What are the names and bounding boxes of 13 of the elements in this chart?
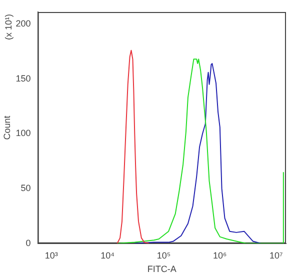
x-axis-title: FITC-A xyxy=(147,264,176,274)
y-axis-title: Count xyxy=(2,115,12,140)
y-tick-label: 0 xyxy=(26,238,31,248)
text: (x 10¹) xyxy=(3,14,14,40)
x-tick-label: 10⁷ xyxy=(269,250,283,260)
y-tick-label: 200 xyxy=(16,18,31,29)
x-tick-label: 10³ xyxy=(44,250,58,260)
y-tick-label: 100 xyxy=(16,128,31,138)
x-tick-label: 10⁴ xyxy=(100,250,115,260)
y-tick-label: 150 xyxy=(16,73,31,84)
x-tick-label: 10⁶ xyxy=(213,250,228,260)
y-tick-label: 50 xyxy=(20,183,31,194)
x-tick-label: 10⁵ xyxy=(156,250,171,260)
